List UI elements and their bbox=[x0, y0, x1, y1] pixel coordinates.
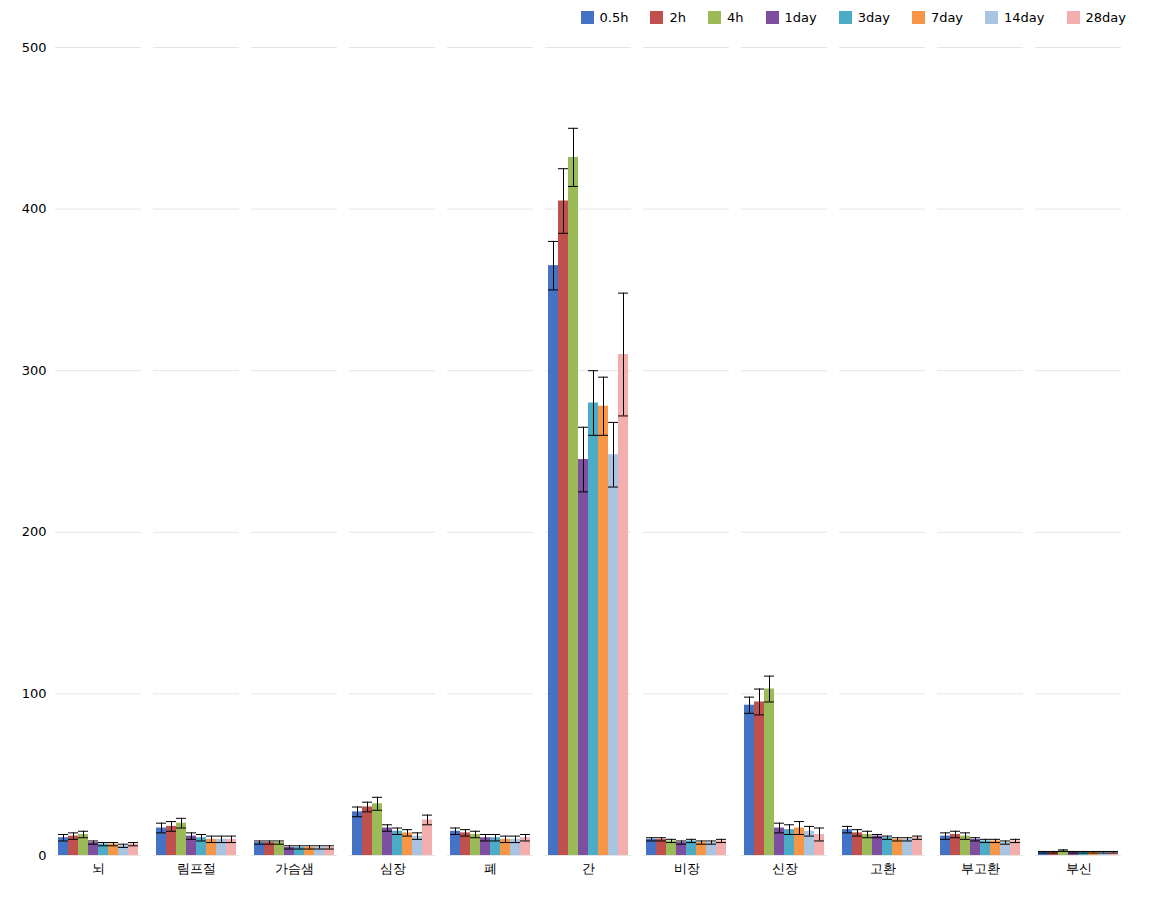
html-text:14day: 14day bbox=[1004, 10, 1045, 25]
svg-text:신장: 신장 bbox=[772, 861, 798, 876]
svg-text:폐: 폐 bbox=[484, 861, 497, 876]
svg-text:500: 500 bbox=[22, 40, 47, 55]
html-text:7day: 7day bbox=[930, 10, 964, 25]
svg-text:심장: 심장 bbox=[380, 861, 406, 876]
html-text:2h: 2h bbox=[669, 10, 686, 25]
svg-text:400: 400 bbox=[22, 201, 47, 216]
svg-text:300: 300 bbox=[22, 363, 47, 378]
svg-text:림프절: 림프절 bbox=[177, 861, 216, 876]
svg-text:부고환: 부고환 bbox=[961, 861, 1000, 876]
svg-text:비장: 비장 bbox=[674, 861, 700, 876]
svg-text:고환: 고환 bbox=[870, 861, 896, 876]
svg-text:뇌: 뇌 bbox=[92, 861, 105, 876]
html-text:4h: 4h bbox=[727, 10, 744, 25]
html-text:1day: 1day bbox=[784, 10, 817, 25]
svg-text:0: 0 bbox=[38, 848, 46, 863]
svg-text:간: 간 bbox=[582, 861, 595, 876]
svg-text:100: 100 bbox=[22, 686, 47, 701]
html-text:28day: 28day bbox=[1085, 10, 1126, 25]
svg-text:부신: 부신 bbox=[1066, 861, 1092, 876]
html-text:3day: 3day bbox=[857, 10, 890, 25]
svg-text:200: 200 bbox=[22, 524, 47, 539]
html-text:0.5h: 0.5h bbox=[599, 10, 629, 25]
svg-text:가슴샘: 가슴샘 bbox=[275, 861, 314, 876]
